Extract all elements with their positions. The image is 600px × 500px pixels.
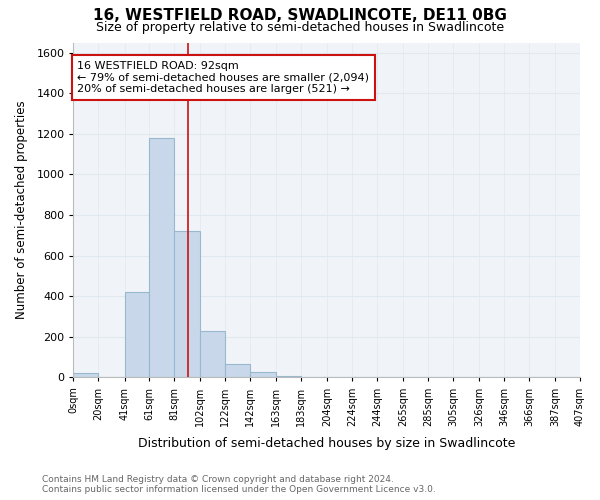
Text: Contains HM Land Registry data © Crown copyright and database right 2024.
Contai: Contains HM Land Registry data © Crown c…	[42, 474, 436, 494]
Bar	[226, 364, 250, 378]
Bar	[200, 331, 226, 378]
Bar	[277, 376, 301, 378]
Bar	[73, 374, 98, 378]
X-axis label: Distribution of semi-detached houses by size in Swadlincote: Distribution of semi-detached houses by …	[138, 437, 515, 450]
Bar	[125, 292, 149, 378]
Text: 16 WESTFIELD ROAD: 92sqm
← 79% of semi-detached houses are smaller (2,094)
20% o: 16 WESTFIELD ROAD: 92sqm ← 79% of semi-d…	[77, 61, 369, 94]
Y-axis label: Number of semi-detached properties: Number of semi-detached properties	[15, 100, 28, 320]
Bar	[250, 372, 277, 378]
Bar	[149, 138, 174, 378]
Bar	[174, 232, 200, 378]
Text: Size of property relative to semi-detached houses in Swadlincote: Size of property relative to semi-detach…	[96, 21, 504, 34]
Text: 16, WESTFIELD ROAD, SWADLINCOTE, DE11 0BG: 16, WESTFIELD ROAD, SWADLINCOTE, DE11 0B…	[93, 8, 507, 22]
